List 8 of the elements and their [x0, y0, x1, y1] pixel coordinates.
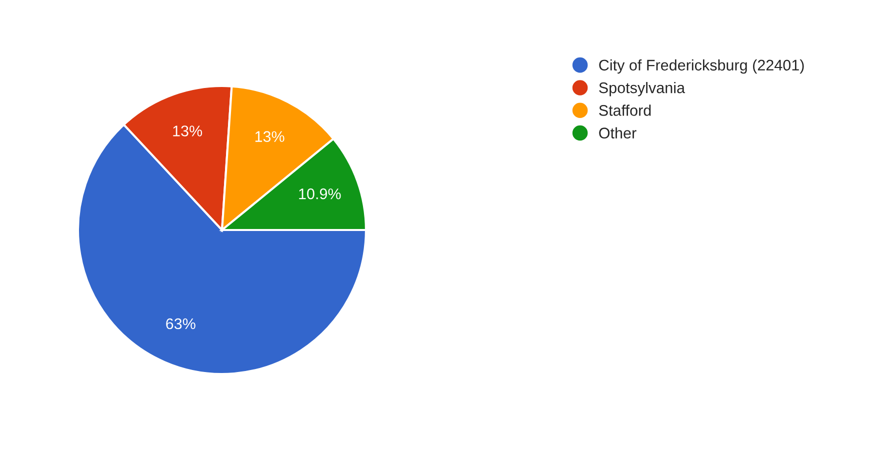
legend-label: Spotsylvania — [599, 82, 686, 96]
legend-label: City of Fredericksburg (22401) — [599, 59, 804, 74]
data-label: 13% — [173, 126, 202, 136]
legend-label: Other — [599, 127, 636, 139]
data-label: 63% — [166, 318, 196, 330]
data-label: 13% — [255, 131, 284, 142]
data-label: 10.9% — [299, 188, 341, 200]
legend-label: Stafford — [599, 104, 651, 116]
